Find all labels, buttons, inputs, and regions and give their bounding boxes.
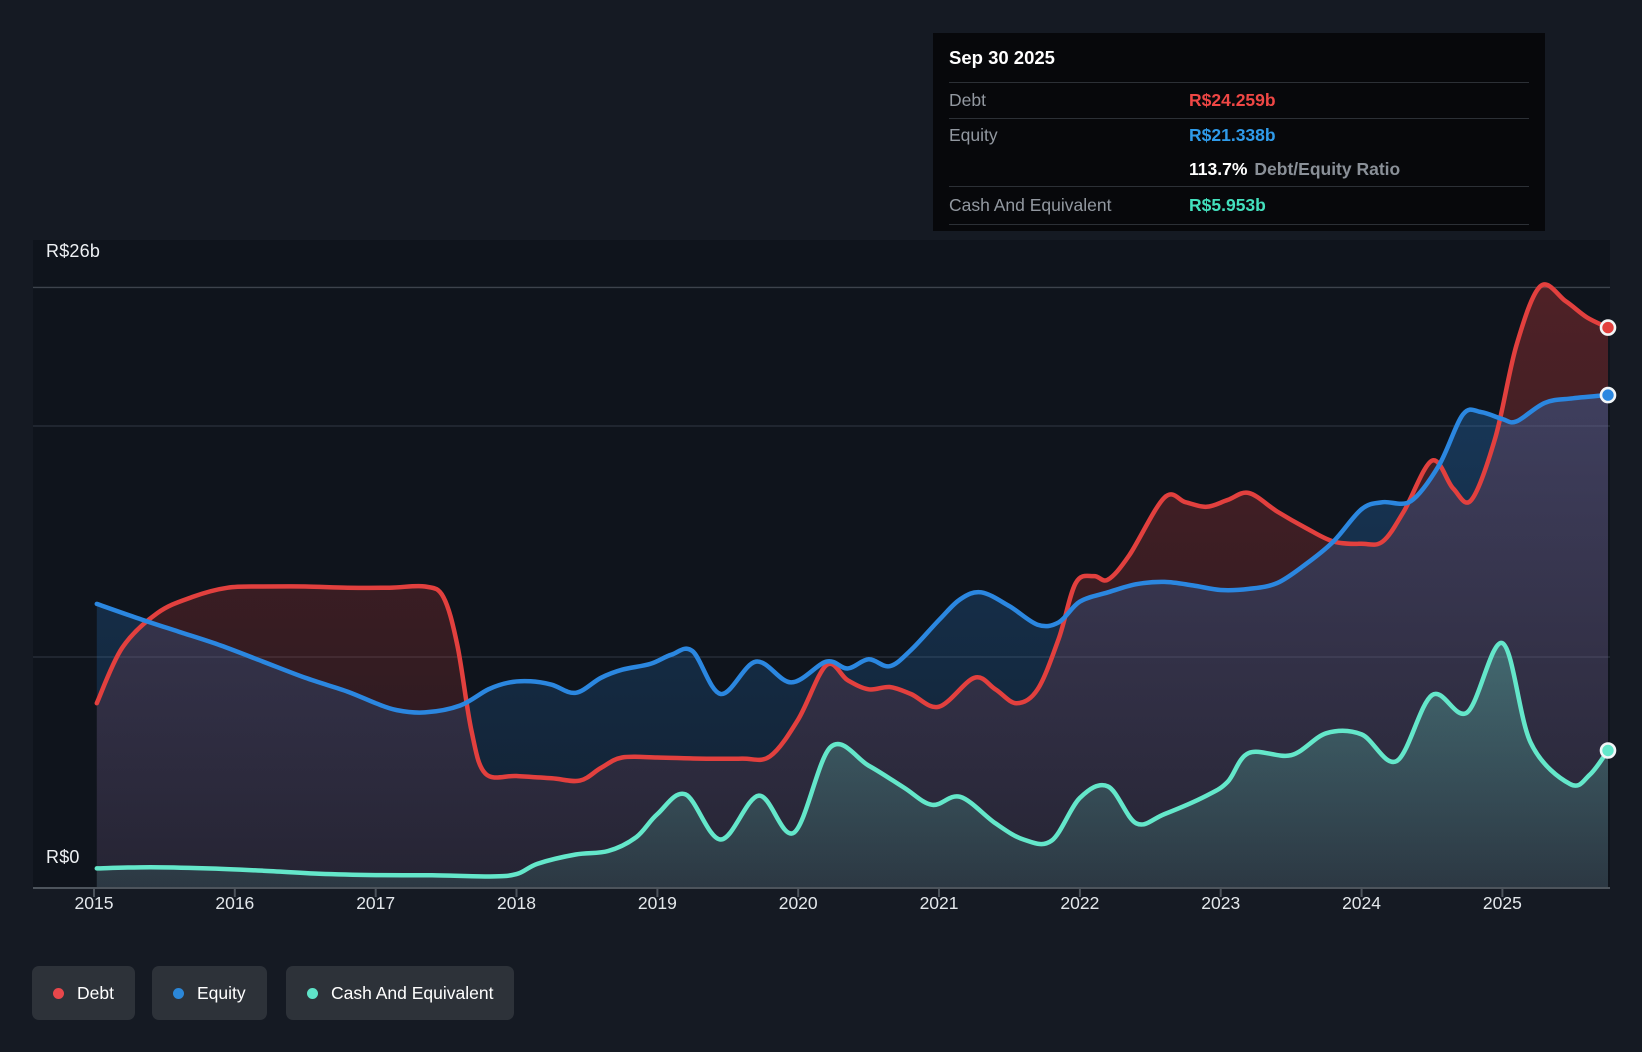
x-axis-label-2018: 2018 (497, 893, 536, 913)
cash-legend-dot (307, 987, 318, 999)
legend-item-cash[interactable]: Cash And Equivalent (286, 966, 515, 1020)
x-axis-label-2019: 2019 (637, 893, 677, 913)
y-axis-label-max: R$26b (46, 241, 101, 261)
tooltip-row-equity: Equity R$21.338b (949, 118, 1529, 152)
legend-label: Debt (77, 982, 114, 1003)
debt-line (94, 282, 1610, 784)
x-axis-label-2017: 2017 (356, 893, 396, 913)
x-axis-label-2022: 2022 (1060, 893, 1100, 913)
x-axis-label-2016: 2016 (215, 893, 255, 913)
cash-line (94, 640, 1610, 879)
endpoint-marker-equity[interactable] (1599, 386, 1617, 404)
x-axis-label-2024: 2024 (1342, 893, 1382, 913)
endpoint-marker-debt[interactable] (1599, 319, 1617, 336)
legend-label: Equity (197, 982, 246, 1003)
tooltip-debt-label: Debt (949, 90, 986, 110)
equity-legend-dot (173, 987, 184, 999)
tooltip-debt-value: R$24.259b (1189, 90, 1276, 110)
x-axis-label-2020: 2020 (778, 893, 818, 913)
tooltip-date: Sep 30 2025 (949, 46, 1055, 68)
tooltip-cash-value: R$5.953b (1189, 195, 1266, 215)
x-axis-label-2021: 2021 (919, 893, 959, 913)
tooltip-ratio-label: Debt/Equity Ratio (1254, 158, 1401, 179)
tooltip-row-cash: Cash And Equivalent R$5.953b (949, 186, 1529, 225)
legend-item-debt[interactable]: Debt (32, 966, 135, 1020)
legend-item-equity[interactable]: Equity (152, 966, 267, 1020)
cash-area (96, 642, 1608, 888)
tooltip: Sep 30 2025 Debt R$24.259b Equity R$21.3… (933, 33, 1545, 231)
tooltip-equity-value: R$21.338b (1189, 125, 1276, 145)
tooltip-ratio-value: 113.7% (1189, 158, 1248, 179)
equity-line (94, 392, 1610, 715)
x-axis-label-2023: 2023 (1201, 893, 1241, 913)
tooltip-equity-label: Equity (949, 125, 998, 145)
tooltip-row-debt: Debt R$24.259b (949, 82, 1529, 118)
x-axis-label-2025: 2025 (1482, 893, 1522, 913)
endpoint-marker-cash[interactable] (1599, 742, 1617, 759)
equity-area (96, 395, 1608, 888)
debt-legend-dot (53, 987, 64, 999)
tooltip-cash-label: Cash And Equivalent (949, 195, 1112, 215)
y-axis-label-zero: R$0 (46, 847, 80, 867)
tooltip-row-ratio: 113.7% Debt/Equity Ratio (949, 152, 1529, 186)
legend-label: Cash And Equivalent (331, 982, 494, 1003)
x-axis-label-2015: 2015 (74, 893, 114, 913)
